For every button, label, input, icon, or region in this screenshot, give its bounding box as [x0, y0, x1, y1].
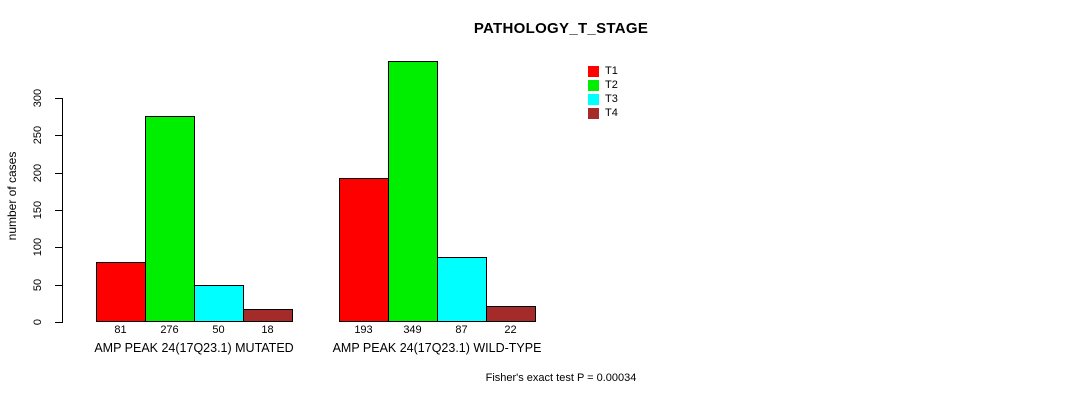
bar-value-label: 276	[160, 324, 179, 336]
y-tick-label: 50	[32, 278, 44, 292]
bar-t3-group2	[437, 257, 487, 322]
y-tick-label: 300	[32, 88, 44, 108]
y-axis-line	[62, 98, 63, 323]
bar-t3-group1	[194, 285, 244, 322]
legend-color-swatch	[588, 80, 599, 91]
legend-item: T3	[588, 94, 618, 105]
bar-value-label: 50	[212, 324, 225, 336]
bar-t4-group1	[243, 309, 293, 322]
legend-label: T2	[605, 79, 618, 91]
y-tick	[55, 247, 62, 248]
bar-t4-group2	[486, 306, 536, 322]
bar-t1-group1	[96, 262, 146, 322]
legend-label: T3	[605, 93, 618, 105]
legend-item: T4	[588, 108, 618, 119]
y-tick	[55, 322, 62, 323]
y-tick-label: 200	[32, 163, 44, 183]
y-tick-label: 0	[32, 318, 44, 326]
bar-value-label: 22	[504, 324, 517, 336]
stat-annotation: Fisher's exact test P = 0.00034	[485, 372, 637, 384]
y-tick	[55, 173, 62, 174]
bar-t2-group2	[388, 61, 438, 322]
x-category-label: AMP PEAK 24(17Q23.1) WILD-TYPE	[332, 341, 542, 355]
y-tick	[55, 98, 62, 99]
bar-t2-group1	[145, 116, 195, 322]
bar-value-label: 81	[114, 324, 127, 336]
chart-title: PATHOLOGY_T_STAGE	[473, 20, 649, 37]
y-tick-label: 150	[32, 200, 44, 220]
y-tick-label: 250	[32, 125, 44, 145]
legend: T1 T2 T3 T4	[588, 66, 618, 122]
y-axis-label: number of cases	[5, 151, 19, 241]
y-tick	[55, 210, 62, 211]
bar-t1-group2	[339, 178, 389, 322]
bar-value-label: 87	[455, 324, 468, 336]
bar-value-label: 18	[261, 324, 274, 336]
y-tick	[55, 285, 62, 286]
legend-label: T1	[605, 65, 618, 77]
y-tick-label: 100	[32, 237, 44, 257]
legend-color-swatch	[588, 94, 599, 105]
x-category-label: AMP PEAK 24(17Q23.1) MUTATED	[94, 341, 294, 355]
legend-label: T4	[605, 107, 618, 119]
bar-value-label: 349	[403, 324, 422, 336]
legend-color-swatch	[588, 108, 599, 119]
bar-value-label: 193	[354, 324, 373, 336]
legend-color-swatch	[588, 66, 599, 77]
legend-item: T2	[588, 80, 618, 91]
legend-item: T1	[588, 66, 618, 77]
y-tick	[55, 135, 62, 136]
